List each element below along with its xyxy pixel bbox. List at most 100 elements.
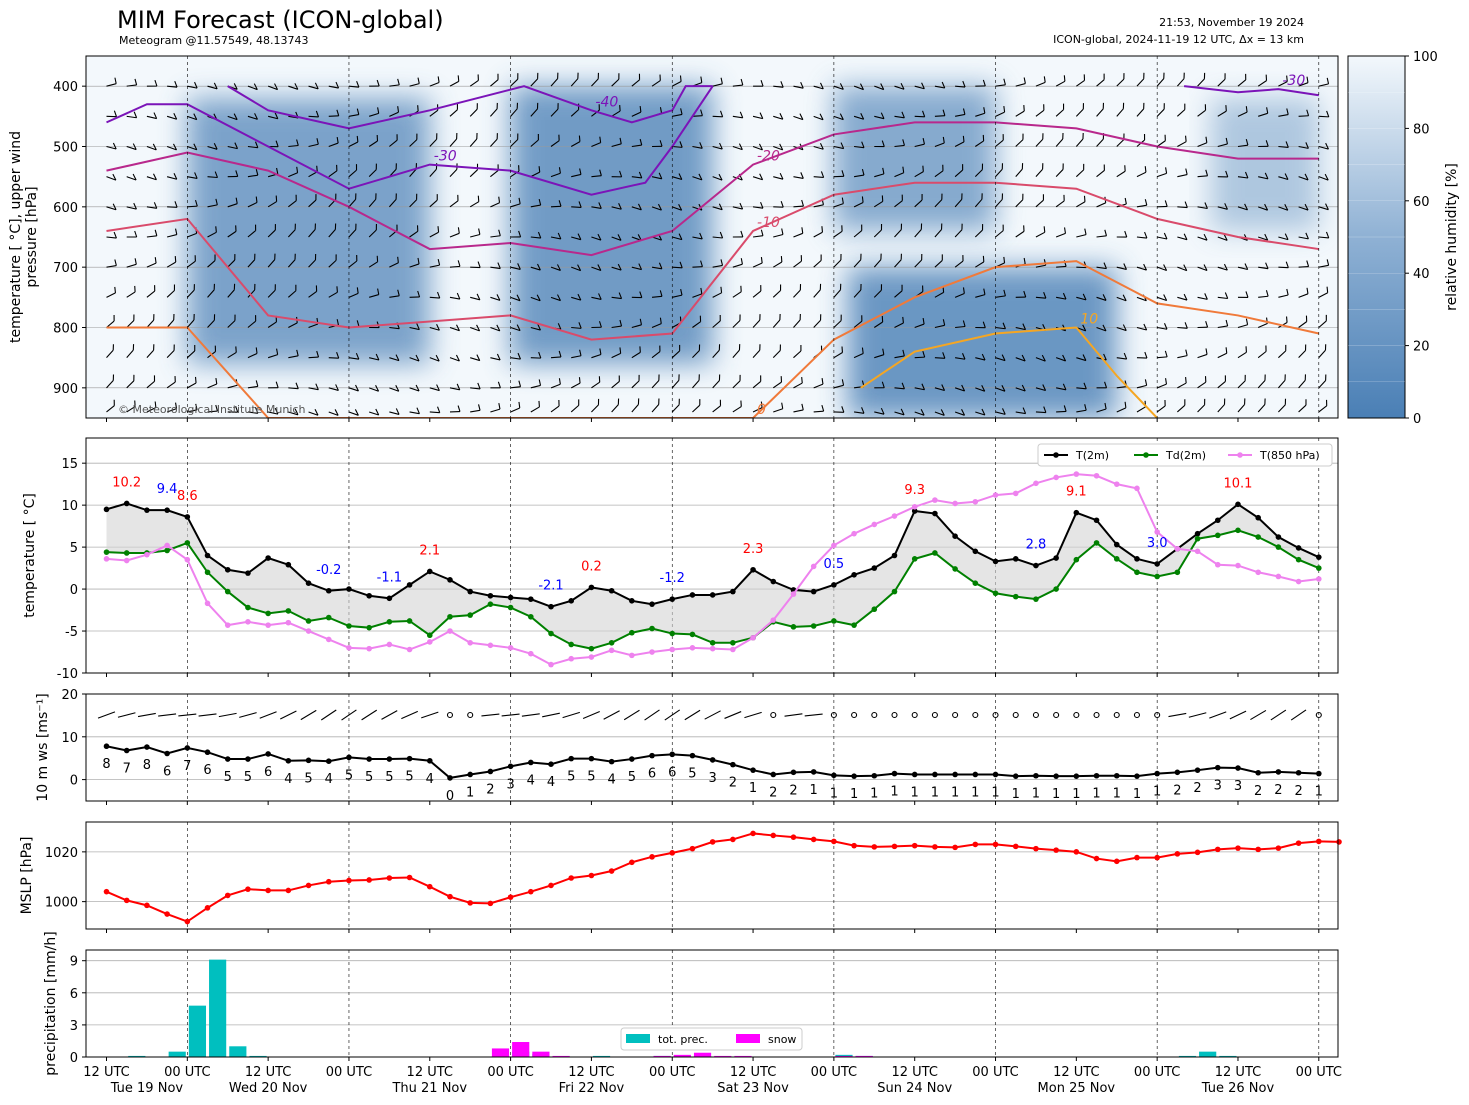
wind-barb: [1318, 405, 1328, 413]
t850-point: [1113, 481, 1120, 487]
time-tick-label: 12 UTC: [83, 1065, 129, 1080]
wind-speed-point: [144, 744, 150, 750]
wind-barb: [186, 260, 196, 268]
wind-barb: [1318, 320, 1327, 328]
wind-barb: [772, 261, 783, 268]
wind-barb: [833, 85, 844, 90]
mslp-point: [346, 877, 352, 884]
legend-label: snow: [768, 1033, 796, 1046]
snow-bar: [512, 1042, 530, 1057]
wind-barb: [389, 84, 400, 87]
wind-barb: [672, 206, 682, 211]
wind-barb: [995, 199, 1003, 208]
snow-bar: [532, 1051, 550, 1057]
wind-barb-flag: [538, 379, 542, 386]
wind-barb: [126, 176, 137, 181]
wind-barb: [1015, 411, 1026, 415]
wind-barb: [106, 405, 115, 413]
precip-legend: tot. prec. snow: [620, 1027, 803, 1051]
wind-barb-flag: [134, 78, 138, 86]
wind-barb-flag: [457, 405, 461, 412]
wind-barb: [582, 711, 600, 719]
wind-barb: [1298, 176, 1309, 181]
time-tick-label: 12 UTC: [568, 1065, 614, 1080]
wind-barb: [308, 85, 319, 90]
wind-barb-flag: [213, 82, 218, 90]
wind-barb-flag: [215, 226, 217, 233]
wind-barb-flag: [375, 384, 380, 392]
y-tick-label: 0: [70, 774, 78, 789]
wind-barb-flag: [598, 321, 602, 328]
wind-barb-flag: [437, 226, 440, 233]
wind-barb: [247, 385, 258, 389]
wind-barb-flag: [1102, 324, 1107, 332]
wind-barb: [591, 354, 602, 359]
wind-barb-flag: [942, 352, 946, 359]
wind-barb: [490, 169, 499, 178]
wind-barb: [1188, 712, 1207, 718]
wind-barb: [1156, 296, 1167, 302]
wind-barb: [651, 380, 660, 389]
wind-barb: [1277, 404, 1286, 413]
wind-barb: [1055, 138, 1064, 147]
wind-barb: [692, 404, 701, 413]
wind-barb: [1136, 384, 1147, 389]
wind-barb-flag: [294, 408, 299, 416]
wind-barb: [280, 710, 297, 720]
wind-barb: [207, 231, 217, 238]
wind-barb: [1015, 168, 1023, 178]
wind-barb: [1298, 265, 1309, 268]
wind-barb: [227, 203, 238, 208]
t2m-point: [285, 561, 292, 568]
wind-barb: [308, 291, 317, 298]
wind-barb-flag: [882, 167, 885, 174]
wind-barb-flag: [255, 196, 258, 203]
wind-speed-label: 1: [850, 787, 858, 802]
wind-barb-flag: [779, 172, 784, 180]
wind-barb-flag: [1163, 323, 1168, 330]
colorbar-tick-label: 80: [1413, 122, 1430, 137]
wind-barb-flag: [1264, 172, 1269, 180]
wind-barb: [873, 229, 882, 238]
wind-barb: [1278, 350, 1287, 359]
y-tick-label: 5: [70, 541, 78, 556]
t2m-point: [123, 500, 130, 507]
td2m-point: [487, 601, 494, 607]
t2m-point: [1033, 562, 1039, 569]
wind-barb-flag: [819, 82, 824, 90]
wind-barb: [247, 259, 256, 268]
wind-barb: [894, 259, 902, 268]
wind-barb: [348, 169, 357, 178]
wind-barb-flag: [598, 202, 602, 209]
day-label: Tue 26 Nov: [1201, 1081, 1275, 1096]
wind-barb-flag: [579, 168, 582, 175]
total-precip-bar: [168, 1051, 186, 1057]
wind-barb-flag: [981, 408, 986, 416]
wind-barb: [550, 383, 561, 389]
mslp-point: [1336, 839, 1342, 845]
wind-barb-flag: [1284, 173, 1289, 180]
wind-barb: [1278, 206, 1288, 211]
wind-barb-flag: [599, 136, 602, 143]
wind-barb-flag: [154, 401, 157, 408]
td2m-point: [932, 550, 938, 556]
wind-barb-flag: [457, 260, 461, 267]
wind-barb: [259, 711, 277, 719]
wind-barb-flag: [1205, 169, 1209, 176]
wind-barb-flag: [395, 354, 400, 361]
wind-barb-flag: [861, 168, 865, 176]
t850-point: [426, 639, 433, 645]
wind-barb-flag: [234, 142, 239, 149]
wind-barb: [510, 326, 521, 332]
wind-speed-label: 5: [628, 770, 636, 785]
wind-barb: [429, 109, 439, 117]
t2m-point: [386, 595, 393, 602]
wind-barb-flag: [496, 353, 501, 361]
wind-barb: [752, 407, 763, 413]
wind-barb-flag: [194, 81, 198, 89]
wind-barb-flag: [902, 349, 905, 357]
wind-speed-point: [790, 769, 797, 776]
wind-barb: [591, 236, 602, 241]
wind-barb-flag: [1203, 264, 1208, 271]
wind-barb-flag: [1122, 294, 1127, 301]
